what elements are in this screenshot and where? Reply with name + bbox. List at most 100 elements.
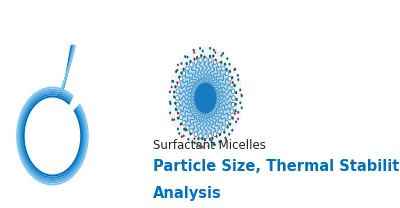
- Circle shape: [211, 137, 214, 140]
- Circle shape: [186, 62, 188, 65]
- Circle shape: [200, 54, 202, 57]
- Circle shape: [209, 55, 211, 58]
- Circle shape: [178, 76, 180, 79]
- Circle shape: [194, 58, 195, 60]
- Circle shape: [222, 66, 225, 71]
- Circle shape: [220, 61, 222, 64]
- Circle shape: [172, 80, 174, 83]
- Circle shape: [176, 102, 180, 107]
- Circle shape: [222, 52, 224, 55]
- Circle shape: [194, 59, 198, 64]
- Circle shape: [213, 59, 217, 64]
- Circle shape: [199, 134, 202, 138]
- Circle shape: [178, 132, 180, 135]
- Circle shape: [177, 64, 179, 66]
- Circle shape: [223, 130, 226, 134]
- Circle shape: [169, 90, 171, 93]
- Circle shape: [225, 71, 229, 76]
- Circle shape: [194, 141, 196, 144]
- Circle shape: [201, 137, 204, 140]
- Circle shape: [199, 58, 202, 62]
- Circle shape: [234, 84, 236, 87]
- Circle shape: [204, 138, 206, 141]
- Circle shape: [179, 115, 183, 120]
- Circle shape: [214, 51, 216, 54]
- Circle shape: [239, 101, 241, 104]
- Circle shape: [219, 133, 221, 136]
- Circle shape: [180, 122, 182, 126]
- Circle shape: [237, 78, 239, 81]
- Circle shape: [190, 129, 193, 134]
- Circle shape: [173, 90, 176, 94]
- Circle shape: [231, 129, 233, 132]
- Circle shape: [194, 132, 198, 137]
- Circle shape: [176, 89, 180, 94]
- Circle shape: [218, 129, 221, 134]
- Circle shape: [235, 120, 237, 123]
- Circle shape: [204, 134, 207, 139]
- Circle shape: [241, 94, 242, 96]
- Circle shape: [231, 89, 235, 94]
- Circle shape: [171, 86, 172, 88]
- Circle shape: [181, 135, 183, 138]
- Circle shape: [204, 57, 207, 62]
- Circle shape: [226, 125, 229, 129]
- Circle shape: [228, 115, 232, 120]
- Circle shape: [177, 128, 179, 130]
- Circle shape: [209, 47, 211, 50]
- Circle shape: [202, 146, 204, 148]
- Circle shape: [241, 106, 243, 109]
- Circle shape: [232, 96, 235, 100]
- Circle shape: [186, 125, 189, 130]
- Circle shape: [220, 54, 222, 57]
- Circle shape: [183, 135, 185, 137]
- Circle shape: [202, 50, 204, 52]
- Circle shape: [234, 68, 236, 71]
- Circle shape: [213, 49, 215, 52]
- Circle shape: [174, 85, 176, 88]
- Circle shape: [196, 143, 198, 145]
- Circle shape: [177, 59, 234, 136]
- Circle shape: [239, 88, 241, 91]
- Circle shape: [235, 91, 238, 94]
- Circle shape: [173, 95, 176, 99]
- Circle shape: [179, 76, 183, 81]
- Circle shape: [171, 80, 173, 83]
- Circle shape: [218, 62, 221, 67]
- Circle shape: [234, 112, 236, 115]
- Circle shape: [232, 116, 234, 120]
- Circle shape: [228, 133, 230, 136]
- Circle shape: [212, 54, 214, 58]
- Circle shape: [169, 101, 171, 104]
- Circle shape: [190, 132, 192, 135]
- Circle shape: [168, 47, 243, 150]
- Circle shape: [194, 51, 195, 54]
- Circle shape: [234, 69, 235, 71]
- Circle shape: [230, 109, 234, 114]
- Circle shape: [199, 145, 201, 147]
- Text: Surfactant Micelles: Surfactant Micelles: [153, 139, 266, 152]
- Circle shape: [182, 68, 185, 71]
- Circle shape: [180, 71, 182, 75]
- Circle shape: [173, 119, 175, 121]
- Circle shape: [178, 60, 233, 136]
- Circle shape: [213, 132, 217, 137]
- Text: Analysis: Analysis: [153, 186, 222, 201]
- Circle shape: [182, 71, 186, 76]
- Circle shape: [234, 109, 237, 112]
- Circle shape: [228, 63, 230, 66]
- Circle shape: [225, 138, 227, 141]
- Circle shape: [193, 49, 195, 52]
- Circle shape: [212, 143, 214, 146]
- Circle shape: [226, 68, 228, 71]
- Circle shape: [177, 82, 181, 87]
- Circle shape: [187, 138, 189, 141]
- Circle shape: [234, 103, 237, 106]
- Circle shape: [232, 81, 234, 84]
- Circle shape: [176, 96, 179, 100]
- Circle shape: [229, 70, 231, 73]
- Circle shape: [170, 102, 172, 105]
- Circle shape: [199, 47, 201, 50]
- Circle shape: [208, 134, 212, 138]
- Circle shape: [228, 76, 232, 81]
